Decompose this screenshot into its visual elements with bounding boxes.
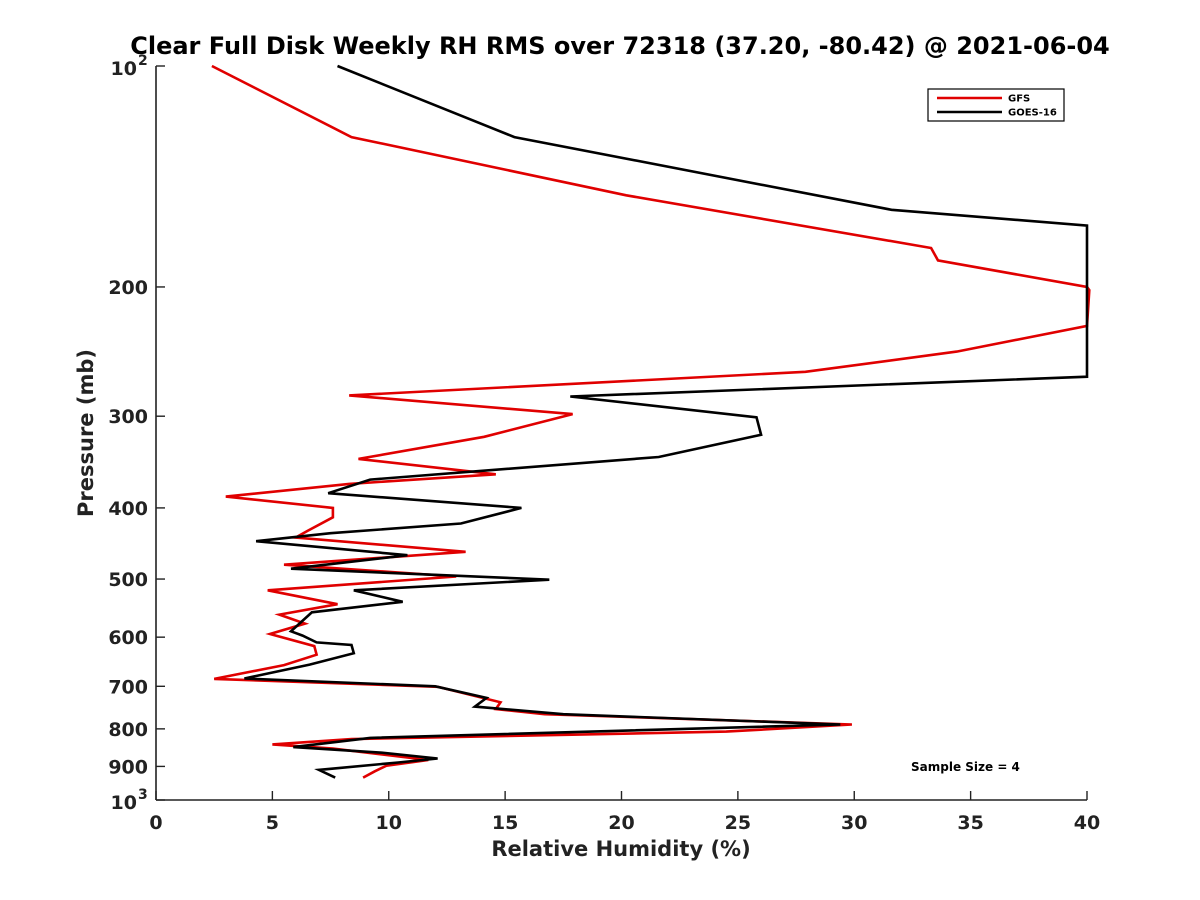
chart-title: Clear Full Disk Weekly RH RMS over 72318… — [130, 32, 1110, 60]
y-tick-label: 500 — [108, 569, 148, 591]
x-tick-label: 30 — [841, 812, 867, 834]
y-tick-label-exponent: 2 — [138, 53, 148, 69]
x-ticks: 0 5 10 15 20 25 30 35 40 — [149, 791, 1100, 834]
x-tick-label: 15 — [492, 812, 518, 834]
legend-label: GOES-16 — [1008, 108, 1057, 119]
x-tick-label: 0 — [149, 812, 162, 834]
y-axis-label: Pressure (mb) — [74, 349, 98, 517]
y-tick-label: 300 — [108, 406, 148, 428]
x-tick-label: 20 — [608, 812, 634, 834]
series-lines — [211, 64, 1091, 779]
legend-box — [927, 88, 1065, 122]
x-axis-label: Relative Humidity (%) — [491, 837, 750, 861]
y-tick-label-base: 10 — [111, 792, 137, 814]
series-line-gfs — [211, 64, 1091, 779]
x-tick-label: 5 — [266, 812, 279, 834]
series-line-goes-16 — [244, 64, 1089, 779]
y-tick-label-exponent: 3 — [138, 787, 148, 803]
legend: GFS GOES-16 — [927, 88, 1065, 122]
x-tick-label: 10 — [376, 812, 402, 834]
sample-size-annotation: Sample Size = 4 — [911, 760, 1020, 774]
y-tick-label: 200 — [108, 277, 148, 299]
y-tick-label: 800 — [108, 719, 148, 741]
y-tick-label-base: 10 — [111, 58, 137, 80]
y-tick-label: 900 — [108, 756, 148, 778]
x-tick-label: 40 — [1074, 812, 1100, 834]
x-tick-label: 35 — [957, 812, 983, 834]
legend-label: GFS — [1008, 94, 1030, 105]
x-tick-label: 25 — [725, 812, 751, 834]
y-tick-label: 600 — [108, 627, 148, 649]
y-tick-label: 400 — [108, 498, 148, 520]
y-tick-label: 700 — [108, 676, 148, 698]
